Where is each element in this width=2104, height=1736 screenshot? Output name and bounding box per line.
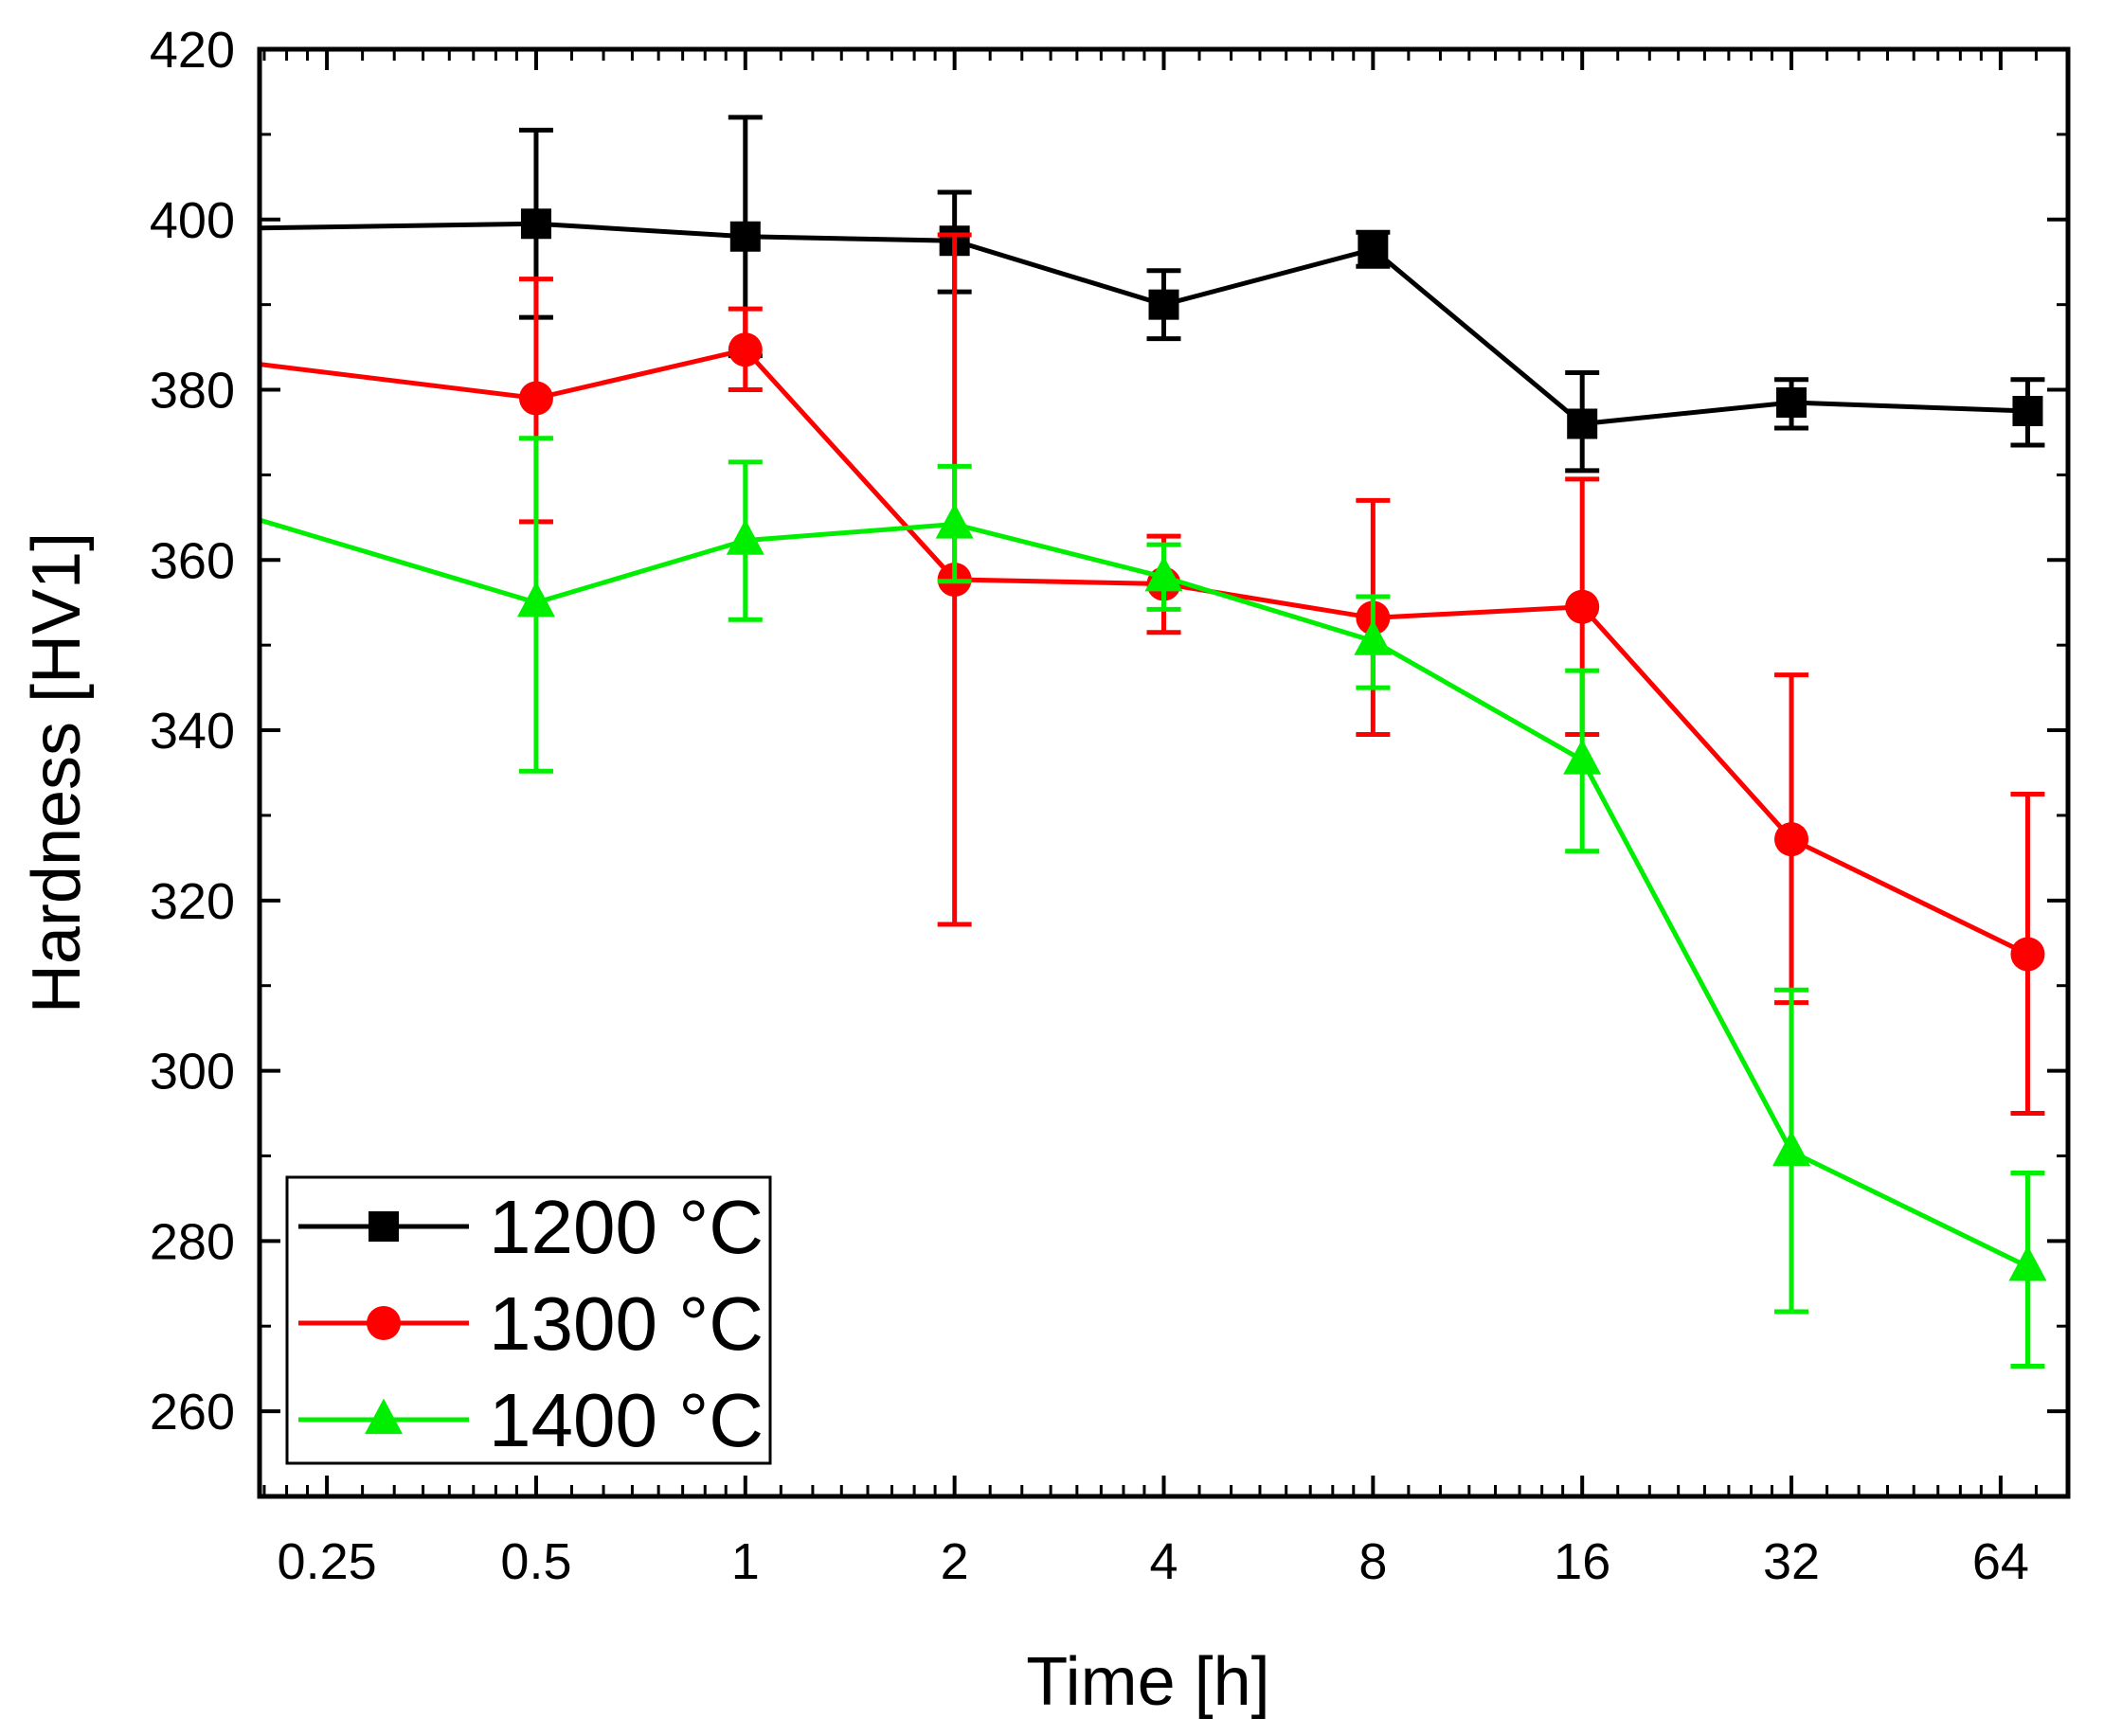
data-point	[729, 221, 761, 252]
legend: 1200 °C 1300 °C 1400 °C	[285, 1175, 772, 1465]
data-point	[935, 503, 974, 539]
x-tick-labels: 0.25 0.5 1 2 4 8 16 32 64	[278, 1533, 2029, 1590]
y-tick-label: 320	[150, 873, 235, 930]
x-tick-label: 2	[941, 1533, 969, 1590]
y-tick-label: 420	[150, 22, 235, 79]
plot-series	[260, 115, 2047, 1369]
data-point	[2008, 1244, 2047, 1281]
x-axis-title: Time [h]	[1026, 1644, 1269, 1720]
data-point	[728, 332, 763, 367]
y-tick-label: 380	[150, 363, 235, 420]
y-tick-label: 360	[150, 532, 235, 589]
data-point	[1565, 589, 1600, 624]
legend-label: 1300 °C	[489, 1281, 764, 1366]
y-tick-label: 280	[150, 1213, 235, 1270]
data-point	[2010, 937, 2045, 972]
legend-marker	[367, 1306, 401, 1340]
plot-frame	[257, 46, 2071, 1499]
data-point	[1774, 822, 1809, 857]
data-point	[1563, 739, 1602, 775]
data-point	[1148, 289, 1179, 320]
y-tick-label: 340	[150, 703, 235, 760]
y-tick-label: 400	[150, 192, 235, 249]
data-point	[1144, 555, 1183, 592]
x-tick-label: 1	[731, 1533, 760, 1590]
x-tick-label: 16	[1554, 1533, 1610, 1590]
legend-label: 1400 °C	[489, 1378, 764, 1462]
legend-label: 1200 °C	[489, 1185, 764, 1269]
data-point	[520, 208, 551, 240]
legend-marker	[369, 1211, 399, 1242]
x-tick-label: 0.25	[278, 1533, 377, 1590]
y-tick-label: 260	[150, 1384, 235, 1441]
x-tick-label: 32	[1763, 1533, 1820, 1590]
data-point	[1776, 387, 1807, 419]
y-axis-title: Hardness [HV1]	[19, 532, 95, 1013]
data-point	[1772, 1130, 1811, 1167]
x-tick-label: 64	[1972, 1533, 2029, 1590]
data-point	[1354, 619, 1393, 655]
y-tick-label: 300	[150, 1044, 235, 1101]
series-2	[260, 436, 2047, 1369]
data-point	[518, 381, 553, 416]
data-point	[1567, 408, 1598, 439]
data-point	[1358, 234, 1389, 265]
data-point	[2012, 396, 2043, 426]
x-tick-label: 0.5	[500, 1533, 571, 1590]
y-tick-labels: 260 280 300 320 340 360 380 400 420	[150, 22, 235, 1441]
data-point	[726, 519, 764, 555]
legend-marker	[365, 1398, 403, 1435]
data-point	[516, 581, 555, 617]
x-tick-label: 4	[1149, 1533, 1178, 1590]
x-tick-label: 8	[1358, 1533, 1387, 1590]
major-ticks	[260, 47, 2068, 1496]
